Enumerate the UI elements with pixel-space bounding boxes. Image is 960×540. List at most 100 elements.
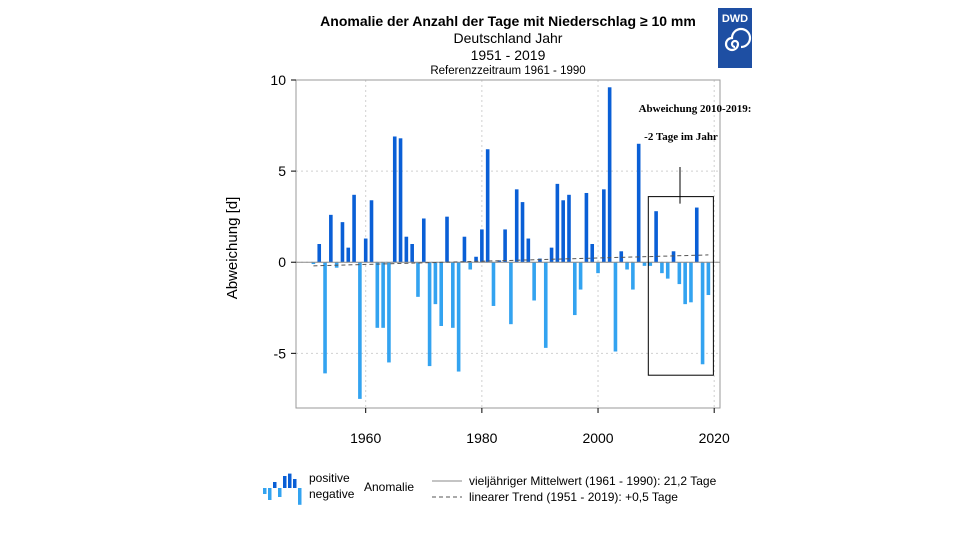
chart-reference-period: Referenzzeitraum 1961 - 1990 [430, 65, 585, 77]
bar-2014 [677, 262, 682, 285]
dwd-logo: DWD [718, 8, 752, 68]
x-tick-label-1980: 1980 [466, 430, 497, 446]
chart-title: Anomalie der Anzahl der Tage mit Nieders… [320, 13, 696, 29]
bar-1960 [363, 238, 368, 263]
bar-1992 [549, 247, 554, 263]
bar-1975 [451, 262, 455, 328]
legend: positive negative Anomalie vieljähriger … [263, 471, 717, 505]
bar-1966 [398, 138, 403, 263]
bar-1986 [514, 189, 519, 263]
trend-line [313, 254, 709, 267]
bar-2012 [665, 262, 670, 279]
y-axis-label: Abweichung [d] [224, 197, 241, 300]
bar-1967 [404, 236, 409, 263]
bar-1981 [485, 149, 490, 263]
bar-2005 [625, 262, 629, 270]
bar-1980 [480, 229, 484, 263]
reference-lines [296, 254, 720, 267]
legend-anomaly-label: Anomalie [364, 480, 414, 494]
bar-1989 [532, 262, 536, 301]
bar-1962 [375, 262, 380, 328]
x-tick-label-2000: 2000 [582, 430, 613, 446]
bar-1951 [311, 262, 316, 265]
bar-1965 [392, 136, 397, 263]
legend-negative-label: negative [309, 487, 355, 501]
legend-mini-bar-1 [268, 488, 272, 500]
bar-1973 [439, 262, 444, 326]
x-tick-label-1960: 1960 [350, 430, 381, 446]
bar-1991 [543, 262, 548, 348]
bars [311, 87, 711, 399]
bar-2018 [700, 262, 705, 365]
bar-1971 [427, 262, 432, 367]
bar-2015 [683, 262, 687, 305]
bar-1985 [509, 262, 513, 325]
legend-mini-bar-5 [288, 473, 292, 488]
bar-1990 [538, 258, 542, 263]
bar-2001 [602, 189, 606, 263]
bar-1974 [445, 216, 449, 263]
bar-1998 [584, 192, 589, 263]
bar-1957 [346, 247, 351, 263]
bar-1976 [456, 262, 461, 372]
annotation-line-2: -2 Tage im Jahr [644, 131, 718, 143]
bar-1970 [421, 218, 426, 263]
legend-mini-bar-4 [283, 476, 287, 488]
bar-1987 [520, 202, 525, 263]
bar-1963 [381, 262, 385, 328]
bar-1997 [578, 262, 583, 290]
bar-1984 [503, 229, 507, 263]
swirl-icon [724, 27, 752, 52]
annotation-line-1: Abweichung 2010-2019: [639, 103, 752, 115]
bar-2000 [596, 262, 600, 274]
bar-1982 [491, 262, 496, 306]
bar-1977 [462, 236, 467, 263]
bar-2004 [619, 251, 624, 263]
y-tick-label-1: 0 [278, 254, 286, 270]
y-tick-label-3: 10 [270, 72, 286, 88]
bar-1952 [317, 244, 322, 263]
bar-2019 [706, 262, 711, 296]
bar-1988 [526, 238, 531, 263]
bar-1959 [358, 262, 362, 399]
legend-mini-bar-2 [273, 482, 277, 488]
bar-1983 [497, 260, 502, 263]
bar-1964 [387, 262, 391, 363]
legend-positive-label: positive [309, 471, 350, 485]
bar-2002 [607, 87, 612, 263]
legend-bar-icon [263, 473, 302, 505]
y-tick-label-0: -5 [274, 345, 287, 361]
legend-mini-bar-0 [263, 488, 267, 494]
bar-2003 [613, 262, 618, 352]
bar-2017 [694, 207, 699, 263]
bar-1972 [433, 262, 438, 305]
axis-ticks: 1960 1980 2000 2020 -5 0 5 10 [270, 72, 730, 446]
bar-2011 [660, 262, 664, 274]
bar-2016 [689, 262, 693, 303]
legend-mini-bar-6 [293, 479, 297, 488]
bar-2008 [642, 262, 647, 266]
bar-2009 [648, 262, 653, 266]
bar-1979 [474, 256, 478, 263]
legend-mini-bar-7 [298, 488, 302, 505]
chart-subtitle-region: Deutschland Jahr [454, 30, 563, 46]
bar-2010 [654, 211, 658, 263]
x-tick-label-2020: 2020 [699, 430, 730, 446]
bar-2007 [636, 143, 641, 263]
annotation-box [647, 196, 714, 376]
bar-1999 [590, 244, 595, 263]
bar-1994 [561, 200, 565, 263]
bar-1968 [410, 244, 414, 263]
legend-trend-label: linearer Trend (1951 - 2019): +0,5 Tage [469, 490, 678, 504]
bar-1995 [567, 194, 571, 263]
legend-mini-bar-3 [278, 488, 282, 497]
dwd-logo-text: DWD [722, 13, 748, 25]
bar-1993 [555, 183, 560, 263]
bar-1956 [340, 222, 345, 263]
bar-1958 [352, 194, 356, 263]
bar-1961 [369, 200, 374, 263]
bar-1969 [416, 262, 420, 297]
bar-1954 [329, 214, 333, 263]
legend-mean-label: vieljähriger Mittelwert (1961 - 1990): 2… [469, 474, 717, 488]
